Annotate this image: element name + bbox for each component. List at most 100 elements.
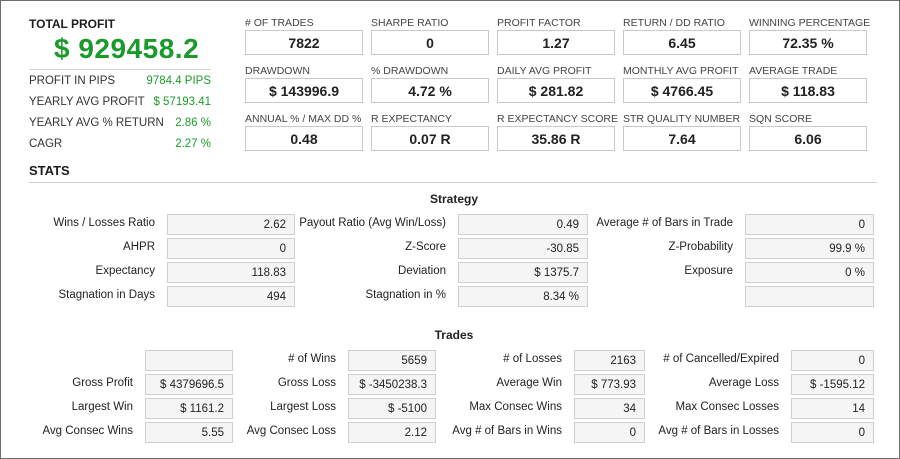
metric-value-winning-pct: 72.35 %: [749, 30, 867, 55]
stats-divider: [29, 182, 877, 183]
metric-label: WINNING PERCENTAGE: [749, 17, 871, 29]
metric-value-average-trade: $ 118.83: [749, 78, 867, 103]
summary-value: $ 57193.41: [153, 96, 211, 108]
summary-row-yearly-avg-return: YEARLY AVG % RETURN 2.86 %: [29, 117, 211, 135]
summary-divider: [29, 69, 211, 70]
metric-value-pct-drawdown: 4.72 %: [371, 78, 489, 103]
metric-value-annual-maxdd: 0.48: [245, 126, 363, 151]
total-profit-label: TOTAL PROFIT: [29, 17, 115, 31]
trades-value: 5659: [348, 350, 436, 371]
metric-label: PROFIT FACTOR: [497, 17, 581, 29]
trades-value: 34: [574, 398, 645, 419]
trades-label: Gross Loss: [277, 377, 336, 389]
strategy-value: 0: [745, 214, 874, 235]
strategy-value: $ 1375.7: [458, 262, 588, 283]
metric-label: R EXPECTANCY: [371, 113, 452, 125]
metric-value-r-expectancy-score: 35.86 R: [497, 126, 615, 151]
strategy-value: -30.85: [458, 238, 588, 259]
summary-value: 9784.4 PIPS: [146, 75, 211, 87]
summary-row-profit-pips: PROFIT IN PIPS 9784.4 PIPS: [29, 75, 211, 93]
metric-label: SQN SCORE: [749, 113, 813, 125]
metric-value-return-dd: 6.45: [623, 30, 741, 55]
metric-value-str-quality: 7.64: [623, 126, 741, 151]
total-profit-value: $ 929458.2: [54, 33, 200, 64]
metric-value-trades: 7822: [245, 30, 363, 55]
summary-value: 2.86 %: [175, 117, 211, 129]
trades-label: # of Losses: [503, 353, 562, 365]
strategy-value: 118.83: [167, 262, 295, 283]
trades-value: 5.55: [145, 422, 233, 443]
trades-label: Avg # of Bars in Losses: [658, 425, 779, 437]
strategy-label: Stagnation in Days: [58, 289, 155, 301]
metric-value-profit-factor: 1.27: [497, 30, 615, 55]
trades-value: $ -1595.12: [791, 374, 874, 395]
strategy-value: 0: [167, 238, 295, 259]
metric-value-drawdown: $ 143996.9: [245, 78, 363, 103]
metric-label: AVERAGE TRADE: [749, 65, 838, 77]
strategy-value: 8.34 %: [458, 286, 588, 307]
trades-value: $ 4379696.5: [145, 374, 233, 395]
summary-row-cagr: CAGR 2.27 %: [29, 138, 211, 156]
strategy-section-title: Strategy: [429, 192, 479, 206]
strategy-label: Wins / Losses Ratio: [53, 217, 155, 229]
summary-value: 2.27 %: [175, 138, 211, 150]
strategy-label: Deviation: [398, 265, 446, 277]
trades-value: 0: [791, 350, 874, 371]
trades-label: Average Loss: [708, 377, 779, 389]
metric-label: R EXPECTANCY SCORE: [497, 113, 618, 125]
trades-label: # of Cancelled/Expired: [663, 353, 779, 365]
trades-label: Largest Loss: [270, 401, 336, 413]
trades-label: Average Win: [496, 377, 562, 389]
trades-label: Avg Consec Wins: [42, 425, 133, 437]
strategy-label: AHPR: [123, 241, 155, 253]
metric-label: DAILY AVG PROFIT: [497, 65, 592, 77]
trades-value: $ -5100: [348, 398, 436, 419]
trades-value: $ -3450238.3: [348, 374, 436, 395]
summary-label: YEARLY AVG PROFIT: [29, 96, 145, 108]
metric-label: STR QUALITY NUMBER: [623, 113, 741, 125]
trades-value: 2163: [574, 350, 645, 371]
trades-value: [145, 350, 233, 371]
strategy-label: Z-Score: [405, 241, 446, 253]
metric-label: SHARPE RATIO: [371, 17, 449, 29]
trades-label: Avg Consec Loss: [246, 425, 336, 437]
strategy-label: Stagnation in %: [365, 289, 446, 301]
strategy-label: Expectancy: [95, 265, 155, 277]
metric-label: MONTHLY AVG PROFIT: [623, 65, 739, 77]
trades-value: 2.12: [348, 422, 436, 443]
trades-section-title: Trades: [434, 328, 474, 342]
strategy-value: [745, 286, 874, 307]
summary-label: PROFIT IN PIPS: [29, 75, 116, 87]
summary-row-yearly-avg-profit: YEARLY AVG PROFIT $ 57193.41: [29, 96, 211, 114]
trades-label: Max Consec Losses: [675, 401, 779, 413]
trades-value: 0: [791, 422, 874, 443]
strategy-label: Payout Ratio (Avg Win/Loss): [299, 217, 446, 229]
metric-value-daily-avg: $ 281.82: [497, 78, 615, 103]
strategy-value: 0 %: [745, 262, 874, 283]
strategy-label: Exposure: [684, 265, 733, 277]
metric-label: RETURN / DD RATIO: [623, 17, 725, 29]
trades-value: $ 1161.2: [145, 398, 233, 419]
metric-label: % DRAWDOWN: [371, 65, 449, 77]
strategy-label: Z-Probability: [668, 241, 733, 253]
metric-label: ANNUAL % / MAX DD %: [245, 113, 362, 125]
strategy-value: 494: [167, 286, 295, 307]
metric-label: # OF TRADES: [245, 17, 314, 29]
trades-label: Avg # of Bars in Wins: [452, 425, 562, 437]
trades-label: Max Consec Wins: [469, 401, 562, 413]
trades-label: Gross Profit: [72, 377, 133, 389]
summary-label: CAGR: [29, 138, 63, 150]
strategy-value: 2.62: [167, 214, 295, 235]
strategy-value: 0.49: [458, 214, 588, 235]
metric-value-sqn: 6.06: [749, 126, 867, 151]
metric-value-sharpe: 0: [371, 30, 489, 55]
trades-value: $ 773.93: [574, 374, 645, 395]
trades-value: 0: [574, 422, 645, 443]
metric-value-r-expectancy: 0.07 R: [371, 126, 489, 151]
metric-value-monthly-avg: $ 4766.45: [623, 78, 741, 103]
trades-label: Largest Win: [71, 401, 133, 413]
strategy-value: 99.9 %: [745, 238, 874, 259]
strategy-label: Average # of Bars in Trade: [596, 217, 733, 229]
summary-label: YEARLY AVG % RETURN: [29, 117, 164, 129]
